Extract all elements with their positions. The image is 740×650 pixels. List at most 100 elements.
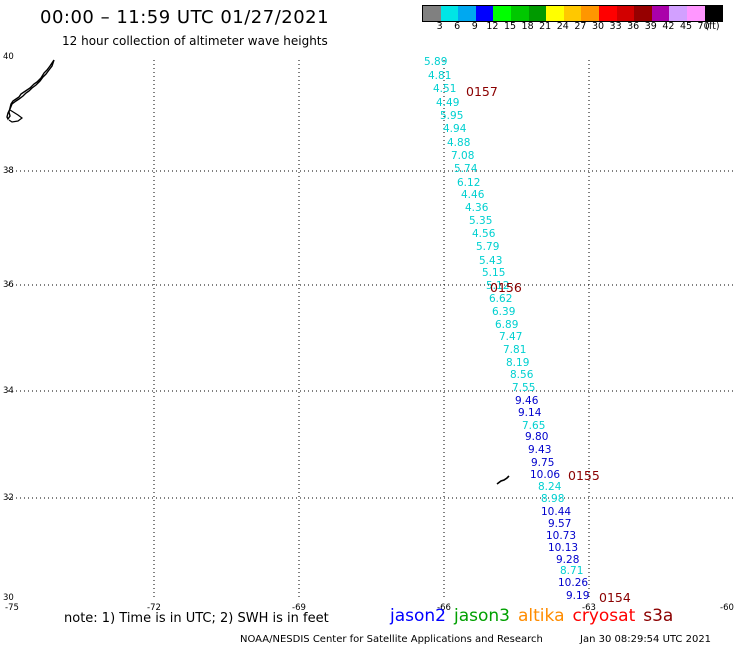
legend-swatch — [704, 6, 723, 21]
legend-label: 36 — [627, 21, 640, 32]
wave-height-value: 8.71 — [560, 565, 584, 577]
latitude-label: 34 — [3, 386, 14, 396]
wave-height-value: 9.80 — [525, 431, 549, 443]
wave-height-value: 5.74 — [454, 163, 478, 175]
legend-label: 30 — [591, 21, 605, 32]
wave-height-value: 10.13 — [548, 542, 579, 554]
wave-height-value: 9.28 — [556, 554, 580, 566]
wave-height-value: 4.49 — [436, 97, 460, 109]
wave-height-value: 8.24 — [538, 481, 562, 493]
legend-swatch — [458, 6, 476, 21]
legend-swatch — [581, 6, 599, 21]
footnote: note: 1) Time is in UTC; 2) SWH is in fe… — [64, 611, 329, 626]
wave-height-value: 6.39 — [492, 306, 516, 318]
wave-height-value: 4.81 — [428, 70, 452, 82]
longitude-label: -60 — [720, 603, 734, 613]
wave-height-value: 5.43 — [479, 255, 503, 267]
longitude-label: -72 — [147, 603, 161, 613]
wave-height-value: 4.36 — [465, 202, 489, 214]
wave-height-value: 6.62 — [489, 293, 513, 305]
legend-swatch — [598, 6, 617, 21]
wave-height-value: 7.08 — [451, 150, 475, 162]
wave-height-value: 5.95 — [440, 110, 464, 122]
legend-swatch — [440, 6, 459, 21]
wave-height-value: 9.57 — [548, 518, 572, 530]
wave-height-value: 8.56 — [510, 369, 534, 381]
wave-height-value: 9.75 — [531, 457, 555, 469]
satellite-name: jason3 — [454, 606, 510, 626]
track-time-label: 0156 — [490, 280, 522, 295]
legend-label: 9 — [471, 21, 478, 32]
wave-height-value: 7.81 — [503, 344, 527, 356]
longitude-label: -75 — [5, 603, 19, 613]
longitude-label: -69 — [292, 603, 306, 613]
color-legend — [422, 5, 724, 22]
wave-height-value: 5.12 — [486, 280, 510, 292]
coastline-bend — [8, 109, 23, 123]
wave-height-value: 7.47 — [499, 331, 523, 343]
bermuda-island — [496, 475, 510, 485]
longitude-label: -66 — [437, 603, 451, 613]
legend-label: 12 — [486, 21, 499, 32]
credit-line: NOAA/NESDIS Center for Satellite Applica… — [240, 634, 543, 645]
wave-height-value: 4.46 — [461, 189, 485, 201]
legend-label: 6 — [454, 21, 461, 32]
legend-label: 70 — [697, 21, 710, 32]
wave-height-value: 9.14 — [518, 407, 542, 419]
satellite-name: jason2 — [390, 606, 446, 626]
latitude-label: 40 — [3, 52, 14, 62]
legend-swatch — [528, 6, 547, 21]
wave-height-value: 5.15 — [482, 267, 506, 279]
latitude-label: 36 — [3, 280, 14, 290]
wave-height-value: 7.65 — [522, 420, 546, 432]
satellite-name: altika — [518, 606, 565, 626]
legend-label: 45 — [679, 21, 693, 32]
track-time-label: 0157 — [466, 84, 498, 99]
legend-label: 33 — [609, 21, 622, 32]
legend-swatch — [616, 6, 635, 21]
wave-height-value: 10.26 — [558, 577, 589, 589]
legend-label: 15 — [503, 21, 517, 32]
wave-height-value: 10.44 — [541, 506, 572, 518]
wave-height-value: 4.56 — [472, 228, 496, 240]
wave-height-value: 9.43 — [528, 444, 552, 456]
wave-height-value: 8.19 — [506, 357, 530, 369]
legend-label: 42 — [662, 21, 675, 32]
legend-swatch — [475, 6, 494, 21]
legend-swatch — [563, 6, 582, 21]
legend-swatch — [423, 6, 441, 21]
legend-swatch — [686, 6, 705, 21]
wave-height-value: 9.19 — [566, 590, 590, 602]
wave-height-value: 4.94 — [443, 123, 467, 135]
wave-height-value: 6.89 — [495, 319, 519, 331]
legend-swatch — [634, 6, 652, 21]
wave-height-value: 10.73 — [546, 530, 577, 542]
wave-height-value: 7.55 — [512, 382, 536, 394]
graticule — [8, 60, 734, 598]
wave-height-value: 4.51 — [433, 83, 457, 95]
color-legend-labels: 3 6 9 12 15 18 21 24 27 30 33 36 39 42 45 70 (ft) — [422, 21, 740, 35]
wave-height-value: 4.88 — [447, 137, 471, 149]
legend-swatch — [669, 6, 687, 21]
legend-label: 24 — [556, 21, 569, 32]
satellite-name: cryosat — [572, 606, 636, 626]
track-time-label: 0154 — [599, 590, 631, 605]
latitude-label: 38 — [3, 166, 14, 176]
latitude-label: 30 — [3, 593, 14, 603]
generated-timestamp: Jan 30 08:29:54 UTC 2021 — [580, 634, 712, 645]
legend-swatch — [510, 6, 529, 21]
satellite-name: s3a — [643, 606, 674, 626]
wave-height-value: 8.98 — [541, 493, 565, 505]
coastline — [6, 59, 510, 485]
legend-label: 21 — [539, 21, 552, 32]
legend-swatch — [546, 6, 564, 21]
wave-height-value: 10.06 — [530, 469, 561, 481]
wave-height-value: 6.12 — [457, 177, 481, 189]
longitude-label: -63 — [582, 603, 596, 613]
wave-height-value: 5.35 — [469, 215, 493, 227]
legend-label: 27 — [574, 21, 587, 32]
legend-swatch — [493, 6, 511, 21]
coastline-main — [6, 59, 55, 121]
legend-label: 18 — [521, 21, 534, 32]
